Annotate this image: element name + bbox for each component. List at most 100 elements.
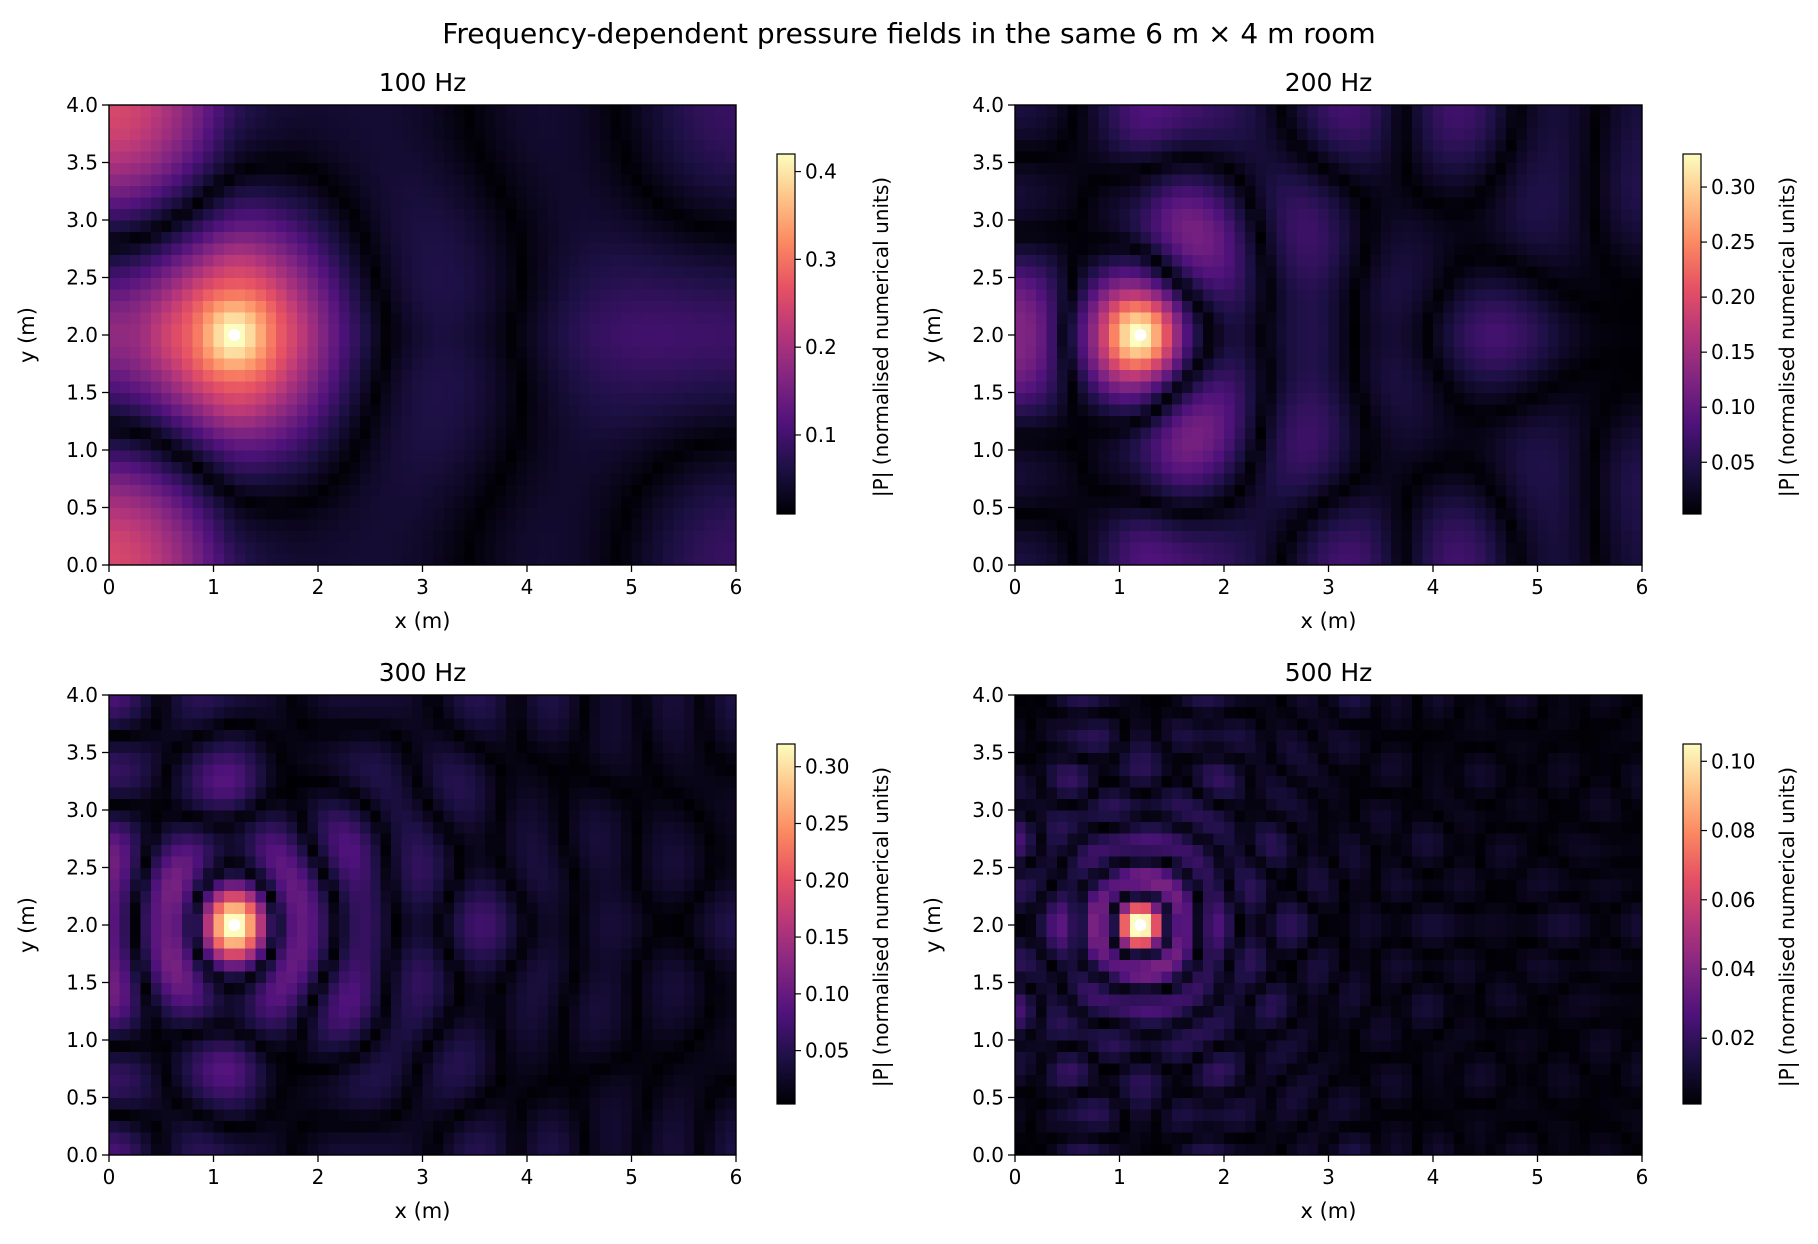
heatmap-cell bbox=[318, 519, 330, 532]
heatmap-cell bbox=[516, 530, 528, 543]
heatmap-cell bbox=[1443, 392, 1455, 405]
heatmap-cell bbox=[1088, 128, 1100, 141]
heatmap-cell bbox=[1077, 323, 1089, 336]
heatmap-cell bbox=[600, 473, 612, 486]
heatmap-cell bbox=[432, 473, 444, 486]
heatmap-cell bbox=[297, 530, 309, 543]
heatmap-cell bbox=[1213, 254, 1225, 267]
heatmap-cell bbox=[119, 507, 131, 520]
heatmap-cell bbox=[547, 208, 559, 221]
heatmap-cell bbox=[213, 116, 225, 129]
heatmap-cell bbox=[318, 542, 330, 555]
heatmap-cell bbox=[683, 507, 695, 520]
heatmap-cell bbox=[568, 427, 580, 440]
heatmap-cell bbox=[1338, 335, 1350, 348]
heatmap-cell bbox=[1537, 519, 1549, 532]
x-tick-label: 0 bbox=[103, 575, 116, 599]
heatmap-cell bbox=[1035, 151, 1047, 164]
heatmap-cell bbox=[1140, 254, 1152, 267]
heatmap-cell bbox=[192, 185, 204, 198]
heatmap-cell bbox=[527, 473, 539, 486]
heatmap-cell bbox=[380, 266, 392, 279]
heatmap-cell bbox=[1015, 312, 1027, 325]
heatmap-cell bbox=[338, 438, 350, 451]
heatmap-cell bbox=[307, 243, 319, 256]
heatmap-cell bbox=[1600, 254, 1612, 267]
heatmap-cell bbox=[1119, 151, 1131, 164]
heatmap-cell bbox=[318, 312, 330, 325]
heatmap-cell bbox=[286, 415, 298, 428]
heatmap-cell bbox=[1077, 438, 1089, 451]
heatmap-cell bbox=[1422, 116, 1434, 129]
heatmap-cell bbox=[725, 392, 737, 405]
heatmap-cell bbox=[1495, 254, 1507, 267]
heatmap-cell bbox=[652, 243, 664, 256]
heatmap-cell bbox=[704, 312, 716, 325]
heatmap-cell bbox=[1056, 174, 1068, 187]
heatmap-cell bbox=[422, 231, 434, 244]
heatmap-cell bbox=[443, 530, 455, 543]
heatmap-cell bbox=[485, 415, 497, 428]
heatmap-cell bbox=[485, 128, 497, 141]
heatmap-cell bbox=[161, 312, 173, 325]
heatmap-cell bbox=[297, 438, 309, 451]
heatmap-cell bbox=[359, 185, 371, 198]
heatmap-cell bbox=[495, 519, 507, 532]
heatmap-cell bbox=[1349, 323, 1361, 336]
heatmap-cell bbox=[244, 1132, 256, 1145]
heatmap-cell bbox=[338, 415, 350, 428]
heatmap-cell bbox=[1422, 392, 1434, 405]
heatmap-cell bbox=[1370, 116, 1382, 129]
heatmap-cell bbox=[1286, 427, 1298, 440]
heatmap-cell bbox=[652, 1143, 664, 1156]
heatmap-cell bbox=[1558, 289, 1570, 302]
heatmap-cell bbox=[1621, 323, 1633, 336]
heatmap-cell bbox=[286, 139, 298, 152]
heatmap-cell bbox=[1547, 220, 1559, 233]
heatmap-cell bbox=[1244, 151, 1256, 164]
heatmap-cell bbox=[1568, 346, 1580, 359]
heatmap-cell bbox=[1255, 231, 1267, 244]
heatmap-cell bbox=[1610, 231, 1622, 244]
heatmap-cell bbox=[1380, 519, 1392, 532]
heatmap-cell bbox=[1109, 519, 1121, 532]
heatmap-cell bbox=[725, 496, 737, 509]
heatmap-cell bbox=[1380, 381, 1392, 394]
heatmap-cell bbox=[1035, 392, 1047, 405]
heatmap-cell bbox=[662, 553, 674, 566]
heatmap-cell bbox=[213, 542, 225, 555]
heatmap-cell bbox=[1380, 392, 1392, 405]
heatmap-cell bbox=[1338, 220, 1350, 233]
heatmap-cell bbox=[1485, 208, 1497, 221]
heatmap-cell bbox=[453, 530, 465, 543]
heatmap-cell bbox=[1506, 358, 1518, 371]
heatmap-cell bbox=[641, 484, 653, 497]
heatmap-cell bbox=[203, 162, 215, 175]
heatmap-cell bbox=[119, 208, 131, 221]
heatmap-cell bbox=[600, 335, 612, 348]
heatmap-cell bbox=[1088, 323, 1100, 336]
heatmap-cell bbox=[297, 128, 309, 141]
heatmap-cell bbox=[443, 553, 455, 566]
heatmap-cell bbox=[297, 507, 309, 520]
heatmap-cell bbox=[694, 404, 706, 417]
heatmap-cell bbox=[1276, 277, 1288, 290]
heatmap-cell bbox=[286, 312, 298, 325]
heatmap-cell bbox=[129, 553, 141, 566]
heatmap-cell bbox=[1579, 381, 1591, 394]
heatmap-cell bbox=[140, 300, 152, 313]
heatmap-cell bbox=[391, 507, 403, 520]
heatmap-cell bbox=[495, 358, 507, 371]
heatmap-cell bbox=[432, 128, 444, 141]
heatmap-cell bbox=[600, 461, 612, 474]
heatmap-cell bbox=[1610, 404, 1622, 417]
heatmap-cell bbox=[432, 231, 444, 244]
heatmap-cell bbox=[568, 231, 580, 244]
heatmap-cell bbox=[161, 243, 173, 256]
heatmap-cell bbox=[1318, 266, 1330, 279]
heatmap-cell bbox=[1621, 530, 1633, 543]
heatmap-cell bbox=[1610, 105, 1622, 118]
heatmap-cell bbox=[694, 381, 706, 394]
heatmap-cell bbox=[1380, 128, 1392, 141]
heatmap-cell bbox=[1600, 220, 1612, 233]
